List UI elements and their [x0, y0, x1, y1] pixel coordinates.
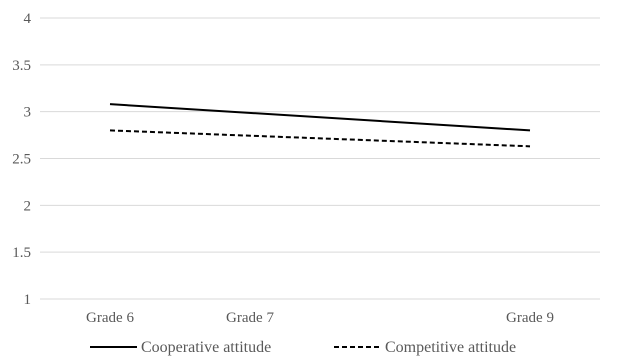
y-tick-label: 2: [24, 198, 32, 214]
legend-label: Cooperative attitude: [141, 339, 271, 356]
y-tick-label: 4: [24, 11, 32, 27]
y-tick-label: 1: [24, 292, 32, 308]
legend-label: Competitive attitude: [385, 339, 516, 356]
y-axis-tick-labels: 1 1.5 2 2.5 3 3.5 4: [12, 11, 31, 308]
y-tick-label: 3: [24, 105, 32, 121]
y-tick-label: 1.5: [12, 245, 31, 261]
x-tick-label: Grade 9: [506, 310, 554, 326]
x-tick-label: Grade 6: [86, 310, 134, 326]
series-lines: [109, 103, 531, 148]
y-tick-label: 3.5: [12, 58, 31, 74]
series-line-cooperative: [109, 103, 531, 132]
gridlines: [40, 17, 600, 300]
x-axis-tick-labels: Grade 6 Grade 7 Grade 9: [86, 310, 554, 326]
legend: Cooperative attitude Competitive attitude: [90, 339, 516, 356]
y-tick-label: 2.5: [12, 152, 31, 168]
series-line-competitive: [109, 129, 531, 148]
x-tick-label: Grade 7: [226, 310, 274, 326]
